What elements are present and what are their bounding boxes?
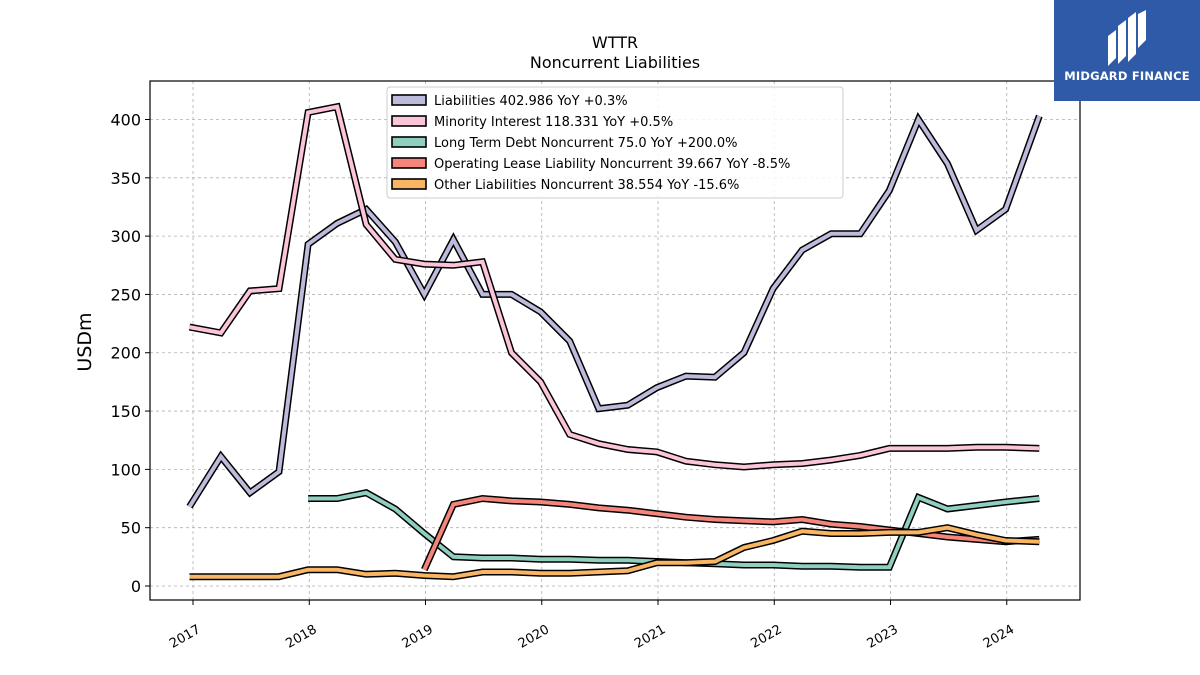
chart-subtitle: Noncurrent Liabilities — [530, 53, 700, 72]
brand-logo: MIDGARD FINANCE — [1054, 0, 1200, 101]
legend-entry: Long Term Debt Noncurrent 75.0 YoY +200.… — [434, 136, 737, 151]
x-tick-label: 2022 — [748, 622, 784, 652]
y-axis-ticks: 0 50 100 150 200 250 300 350 400 — [110, 110, 150, 596]
legend-swatch — [391, 178, 427, 190]
y-tick-label: 400 — [110, 110, 141, 129]
legend-entry: Other Liabilities Noncurrent 38.554 YoY … — [434, 178, 739, 193]
x-tick-label: 2024 — [981, 622, 1017, 652]
y-tick-label: 200 — [110, 344, 141, 363]
midgard-logo-icon — [1108, 10, 1146, 66]
y-tick-label: 350 — [110, 169, 141, 188]
series-5 — [189, 524, 1040, 581]
x-tick-label: 2020 — [516, 622, 552, 652]
legend-swatch — [391, 94, 427, 106]
legend-swatch — [391, 115, 427, 127]
series-line — [189, 104, 1040, 470]
series-line — [187, 115, 1042, 508]
y-tick-label: 0 — [131, 577, 141, 596]
series-line — [422, 496, 1040, 571]
legend-entry: Minority Interest 118.331 YoY +0.5% — [434, 115, 673, 130]
plot-frame — [149, 80, 1081, 601]
x-tick-label: 2017 — [167, 622, 203, 652]
brand-name: MIDGARD FINANCE — [1064, 69, 1190, 83]
y-tick-label: 150 — [110, 402, 141, 421]
legend-swatch — [391, 157, 427, 169]
legend-entry: Operating Lease Liability Noncurrent 39.… — [434, 157, 790, 172]
x-tick-label: 2021 — [632, 622, 668, 652]
series-2 — [188, 102, 1040, 471]
y-tick-label: 100 — [110, 460, 141, 479]
series-line — [189, 525, 1040, 579]
legend-swatch — [391, 136, 427, 148]
x-tick-label: 2023 — [865, 622, 901, 652]
x-tick-label: 2018 — [283, 622, 319, 652]
y-tick-label: 250 — [110, 285, 141, 304]
y-tick-label: 300 — [110, 227, 141, 246]
chart-title: WTTR — [592, 33, 638, 52]
x-axis-ticks: 2017 2018 2019 2020 2021 2022 2023 2024 — [167, 600, 1017, 652]
legend: Liabilities 402.986 YoY +0.3% Minority In… — [386, 86, 844, 199]
y-axis-label: USDm — [74, 312, 96, 371]
legend-box — [386, 86, 844, 199]
x-tick-label: 2019 — [400, 622, 436, 652]
series-1 — [186, 112, 1043, 509]
legend-entry: Liabilities 402.986 YoY +0.3% — [434, 94, 628, 109]
series-lines — [186, 102, 1043, 581]
series-4 — [421, 494, 1040, 572]
y-tick-label: 50 — [121, 519, 141, 538]
